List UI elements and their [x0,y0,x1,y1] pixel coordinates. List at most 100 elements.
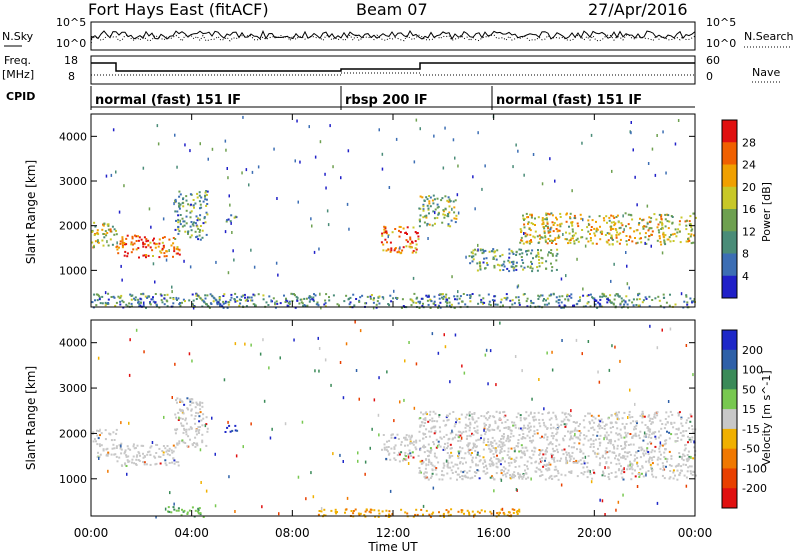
scatter-cell [625,423,628,425]
scatter-cell [477,438,480,441]
scatter-cell [498,264,501,267]
scatter-cell [613,262,615,266]
scatter-cell [390,249,393,252]
scatter-cell [186,511,189,514]
scatter-cell [179,214,182,216]
scatter-cell [102,449,105,452]
scatter-cell [149,303,152,306]
scatter-cell [527,249,530,252]
scatter-cell [125,243,128,246]
scatter-cell [508,248,511,251]
scatter-cell [130,241,133,244]
scatter-cell [557,237,560,239]
scatter-cell [615,216,618,218]
colorbar-tick-label: -200 [742,482,767,495]
scatter-cell [676,469,679,472]
scatter-cell [429,205,432,208]
scatter-cell [440,199,443,202]
scatter-cell [664,213,667,216]
scatter-cell [257,165,260,169]
time-xlabel: Time UT [367,540,418,554]
scatter-cell [286,300,289,303]
scatter-cell [167,510,169,513]
scatter-cell [554,414,557,417]
scatter-cell [573,435,576,438]
scatter-cell [660,221,663,224]
scatter-cell [419,220,421,223]
scatter-cell [456,295,459,298]
scatter-cell [538,258,540,261]
scatter-cell [149,246,152,249]
scatter-cell [647,162,650,165]
scatter-cell [133,447,136,450]
scatter-cell [427,295,430,298]
scatter-cell [538,262,541,265]
scatter-cell [680,417,683,420]
scatter-cell [517,412,520,415]
scatter-cell [412,276,415,280]
scatter-cell [485,412,488,415]
scatter-cell [120,444,122,448]
scatter-cell [419,449,422,452]
scatter-cell [433,465,436,468]
scatter-cell [657,295,660,298]
scatter-cell [493,299,496,302]
scatter-cell [468,469,471,472]
scatter-cell [312,300,315,303]
scatter-cell [471,461,474,464]
scatter-cell [155,242,158,245]
scatter-cell [210,303,213,305]
scatter-cell [486,471,489,474]
scatter-cell [598,438,601,440]
scatter-cell [470,454,472,457]
scatter-cell [109,433,112,436]
scatter-cell [550,269,553,272]
scatter-cell [458,421,461,424]
scatter-cell [551,447,554,450]
scatter-cell [142,241,145,244]
scatter-cell [197,412,200,415]
scatter-cell [491,299,494,302]
scatter-cell [526,460,529,463]
scatter-cell [639,414,642,417]
scatter-cell [165,258,168,262]
scatter-cell [204,191,207,194]
scatter-cell [386,450,389,453]
scatter-cell [191,506,194,509]
scatter-cell [189,236,192,239]
scatter-cell [154,280,156,284]
scatter-cell [593,451,596,454]
scatter-cell [423,475,426,478]
scatter-cell [205,211,208,214]
scatter-cell [637,304,640,307]
scatter-cell [357,459,359,463]
scatter-cell [511,508,514,511]
scatter-cell [532,439,535,442]
scatter-cell [399,231,402,234]
scatter-cell [645,297,648,300]
scatter-cell [189,404,192,407]
scatter-cell [638,474,641,476]
scatter-cell [121,236,124,239]
scatter-cell [658,299,661,302]
scatter-cell [590,414,593,417]
scatter-cell [358,300,361,303]
scatter-cell [495,442,498,445]
scatter-cell [125,303,128,306]
scatter-cell [553,450,556,452]
scatter-cell [93,244,95,247]
scatter-cell [512,269,515,272]
scatter-cell [190,229,193,232]
scatter-cell [661,223,664,226]
scatter-cell [551,368,554,372]
colorbar-tick-label: 24 [742,159,756,172]
scatter-cell [125,454,128,457]
scatter-cell [180,514,183,517]
scatter-cell [424,467,427,470]
scatter-cell [175,247,178,250]
scatter-cell [611,243,614,246]
scatter-cell [137,247,140,250]
scatter-cell [411,451,414,454]
scatter-cell [482,302,484,305]
scatter-cell [184,143,186,147]
